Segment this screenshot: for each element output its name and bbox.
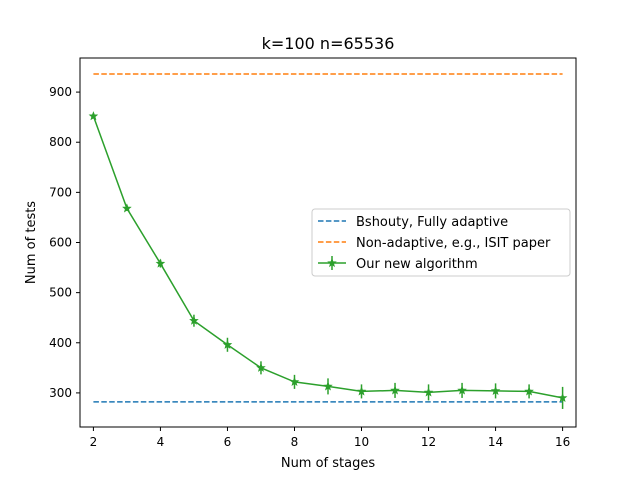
- data-point: [323, 381, 333, 391]
- data-point: [457, 385, 467, 395]
- x-tick-label: 12: [421, 435, 436, 449]
- series-2: [88, 111, 568, 409]
- series-layer: [88, 73, 568, 409]
- legend-label: Non-adaptive, e.g., ISIT paper: [356, 236, 551, 251]
- y-tick-label: 300: [49, 386, 72, 400]
- y-tick-label: 800: [49, 135, 72, 149]
- x-tick-label: 2: [90, 435, 98, 449]
- data-point: [256, 362, 266, 372]
- y-tick-label: 700: [49, 185, 72, 199]
- data-point: [390, 385, 400, 395]
- y-tick-label: 500: [49, 286, 72, 300]
- chart-title: k=100 n=65536: [262, 34, 395, 53]
- legend: Bshouty, Fully adaptive Non-adaptive, e.g…: [311, 208, 571, 277]
- legend-marker: [327, 257, 337, 268]
- y-axis-label: Num of tests: [24, 201, 39, 284]
- legend-label: Bshouty, Fully adaptive: [356, 215, 508, 230]
- x-tick-label: 14: [488, 435, 503, 449]
- data-point: [423, 387, 434, 397]
- x-tick-label: 8: [291, 435, 299, 449]
- x-axis-ticks: 2 4 6 8 10 12 14 16: [90, 427, 570, 449]
- data-point: [356, 386, 367, 396]
- data-point: [189, 315, 199, 325]
- x-tick-label: 4: [157, 435, 165, 449]
- data-point: [490, 385, 501, 395]
- data-point: [524, 386, 534, 396]
- data-point: [88, 111, 99, 121]
- y-tick-label: 600: [49, 236, 72, 250]
- y-tick-label: 900: [49, 85, 72, 99]
- legend-box: [311, 208, 571, 277]
- y-axis-ticks: 300 400 500 600 700 800 900: [49, 85, 80, 400]
- data-point: [155, 258, 166, 268]
- x-axis-label: Num of stages: [281, 456, 376, 471]
- y-tick-label: 400: [49, 336, 72, 350]
- legend-label: Our new algorithm: [356, 257, 478, 272]
- data-point: [557, 392, 568, 402]
- data-point: [222, 339, 233, 349]
- data-point: [122, 203, 132, 213]
- data-point: [289, 376, 300, 386]
- x-tick-label: 6: [224, 435, 232, 449]
- x-tick-label: 16: [555, 435, 570, 449]
- x-tick-label: 10: [354, 435, 369, 449]
